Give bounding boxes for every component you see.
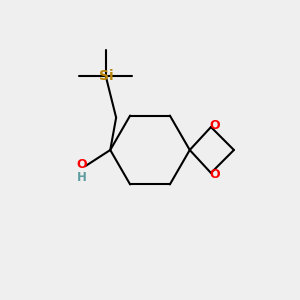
Text: O: O — [209, 119, 220, 132]
Text: H: H — [77, 171, 87, 184]
Text: O: O — [76, 158, 87, 171]
Text: Si: Si — [98, 69, 113, 83]
Text: O: O — [209, 168, 220, 181]
